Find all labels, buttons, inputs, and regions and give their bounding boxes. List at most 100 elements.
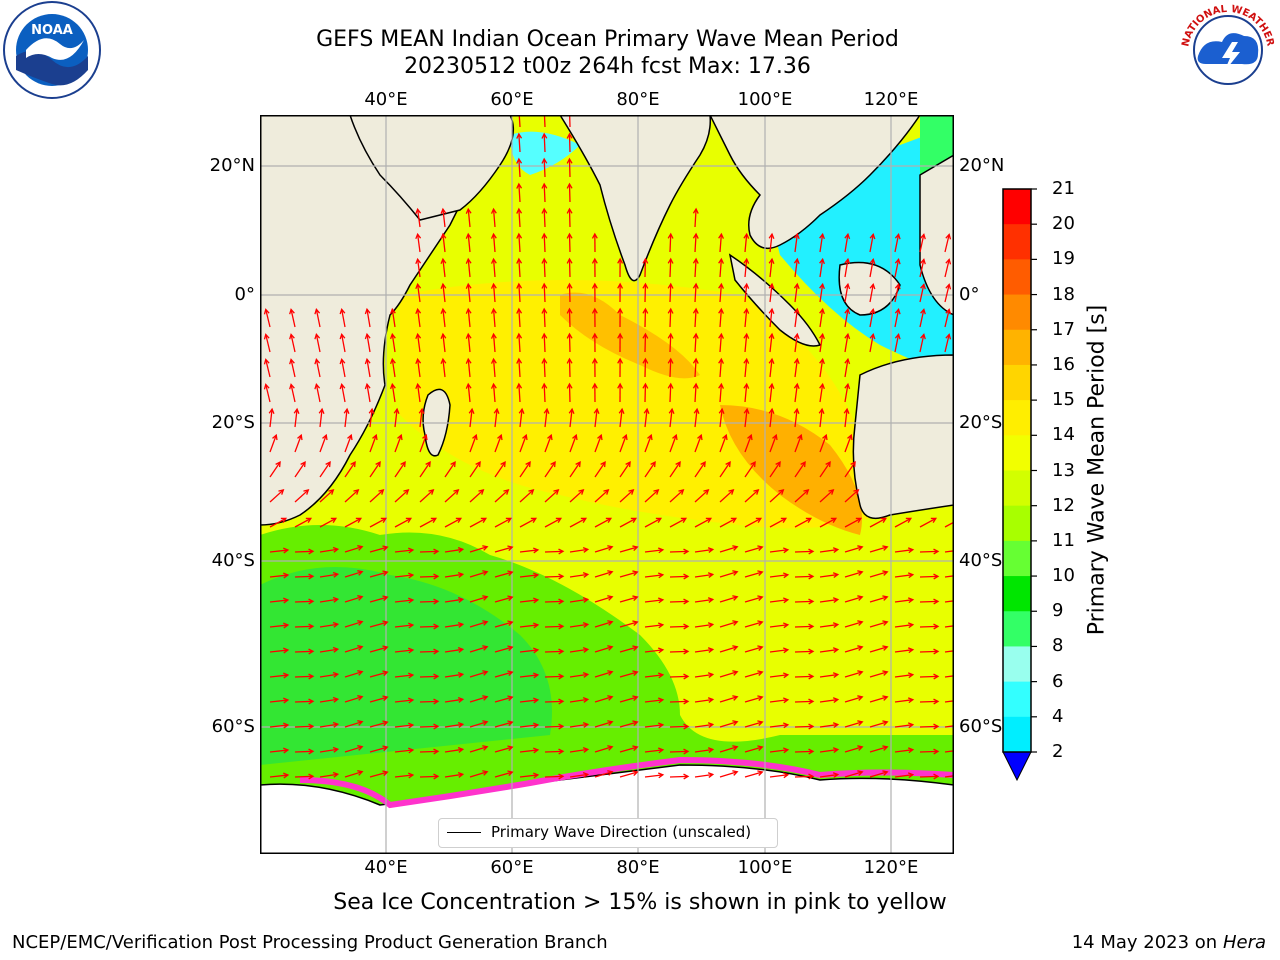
wave-arrow <box>543 208 546 228</box>
wave-arrow <box>369 721 388 728</box>
wave-arrow-head <box>400 460 406 468</box>
wave-arrow-head <box>718 357 725 364</box>
wave-arrow-head <box>541 357 548 364</box>
wave-arrow-head <box>382 695 389 702</box>
wave-arrow <box>444 773 463 778</box>
colorbar-tick-label: 20 <box>1052 213 1075 235</box>
wave-arrow-head <box>832 772 840 779</box>
wave-arrow-head <box>707 772 715 778</box>
wave-arrow <box>669 750 689 753</box>
wave-arrow-head <box>782 747 790 754</box>
wave-arrow <box>469 696 488 703</box>
wave-arrow-head <box>857 670 864 676</box>
wave-arrow <box>794 550 814 553</box>
wave-arrow <box>894 309 900 328</box>
wave-arrow <box>919 650 939 653</box>
wave-arrow-head <box>541 157 548 164</box>
wave-arrow <box>344 771 363 778</box>
wave-arrow <box>869 309 874 328</box>
wave-arrow-head <box>933 673 940 680</box>
wave-arrow-head <box>332 546 340 553</box>
wave-arrow <box>544 434 552 453</box>
wave-arrow <box>919 575 939 578</box>
wave-arrow <box>543 358 546 378</box>
wave-arrow <box>469 646 488 653</box>
wave-arrow <box>419 575 439 578</box>
wave-arrow-head <box>832 672 840 679</box>
wave-arrow <box>416 359 421 378</box>
wave-arrow <box>769 234 773 253</box>
wave-arrow-head <box>422 433 428 441</box>
wave-arrow <box>394 489 409 503</box>
wave-arrow <box>744 409 748 428</box>
wave-arrow-head <box>894 233 901 240</box>
lon-top-100: 100°E <box>737 89 793 110</box>
wave-arrow-head <box>382 720 389 727</box>
wave-arrow-head <box>347 433 353 441</box>
wave-arrow-head <box>722 433 728 441</box>
wave-arrow <box>544 575 564 578</box>
wave-arrow-head <box>808 773 815 780</box>
wave-arrow <box>794 359 798 378</box>
wave-arrow-head <box>743 307 750 314</box>
wave-arrow <box>294 725 314 728</box>
wave-arrow-head <box>732 620 739 626</box>
wave-arrow <box>419 775 439 778</box>
wave-arrow <box>467 309 471 328</box>
wave-arrow <box>594 771 613 778</box>
wave-arrow <box>644 517 662 528</box>
wave-arrow <box>469 746 488 753</box>
wave-arrow <box>369 596 388 603</box>
wave-arrow <box>568 383 571 403</box>
wave-arrow-head <box>780 517 788 523</box>
wave-arrow-head <box>607 745 614 751</box>
wave-arrow-head <box>433 598 440 605</box>
wave-arrow-head <box>768 382 775 389</box>
wave-arrow-head <box>507 720 514 727</box>
wave-arrow-head <box>907 697 915 704</box>
wave-arrow-head <box>857 570 864 576</box>
wave-arrow-head <box>819 257 825 265</box>
wave-arrow <box>568 333 571 353</box>
wave-arrow-head <box>782 622 790 629</box>
wave-arrow <box>669 575 689 578</box>
wave-arrow-head <box>832 572 840 579</box>
wave-arrow-head <box>743 232 750 239</box>
wave-arrow <box>315 359 321 378</box>
wave-arrow-head <box>933 623 940 630</box>
wave-arrow <box>444 698 463 703</box>
wave-arrow <box>269 749 288 753</box>
wave-arrow <box>544 625 564 628</box>
wave-arrow <box>568 308 571 328</box>
wave-arrow <box>544 725 564 728</box>
wave-arrow <box>341 334 346 353</box>
wave-arrow-head <box>582 697 590 703</box>
chart-title: GEFS MEAN Indian Ocean Primary Wave Mean… <box>316 27 899 52</box>
wave-arrow-head <box>314 358 321 365</box>
wave-arrow <box>519 774 538 778</box>
wave-arrow-head <box>732 545 739 551</box>
wave-arrow <box>568 158 571 178</box>
wave-arrow <box>569 548 588 553</box>
wave-arrow <box>544 600 564 603</box>
wave-arrow <box>394 574 413 578</box>
wave-arrow <box>269 624 288 628</box>
lat-left-40s: 40°S <box>211 550 255 571</box>
colorbar-title: Primary Wave Mean Period [s] <box>1084 304 1110 636</box>
wave-arrow <box>518 183 521 203</box>
colorbar-tick-label: 19 <box>1052 248 1075 270</box>
wave-arrow-head <box>607 545 614 551</box>
wave-arrow-head <box>533 772 540 779</box>
wave-arrow <box>467 284 471 303</box>
wave-arrow <box>394 461 406 478</box>
wave-arrow <box>519 674 538 678</box>
wave-arrow <box>844 621 863 628</box>
wave-arrow <box>919 725 939 728</box>
wave-arrow-head <box>507 645 514 652</box>
wave-arrow-head <box>808 548 815 555</box>
wave-arrow <box>794 517 812 528</box>
wave-arrow-head <box>847 433 853 441</box>
wave-arrow <box>442 284 446 303</box>
wave-arrow-head <box>482 670 489 676</box>
wave-arrow-head <box>418 407 425 414</box>
